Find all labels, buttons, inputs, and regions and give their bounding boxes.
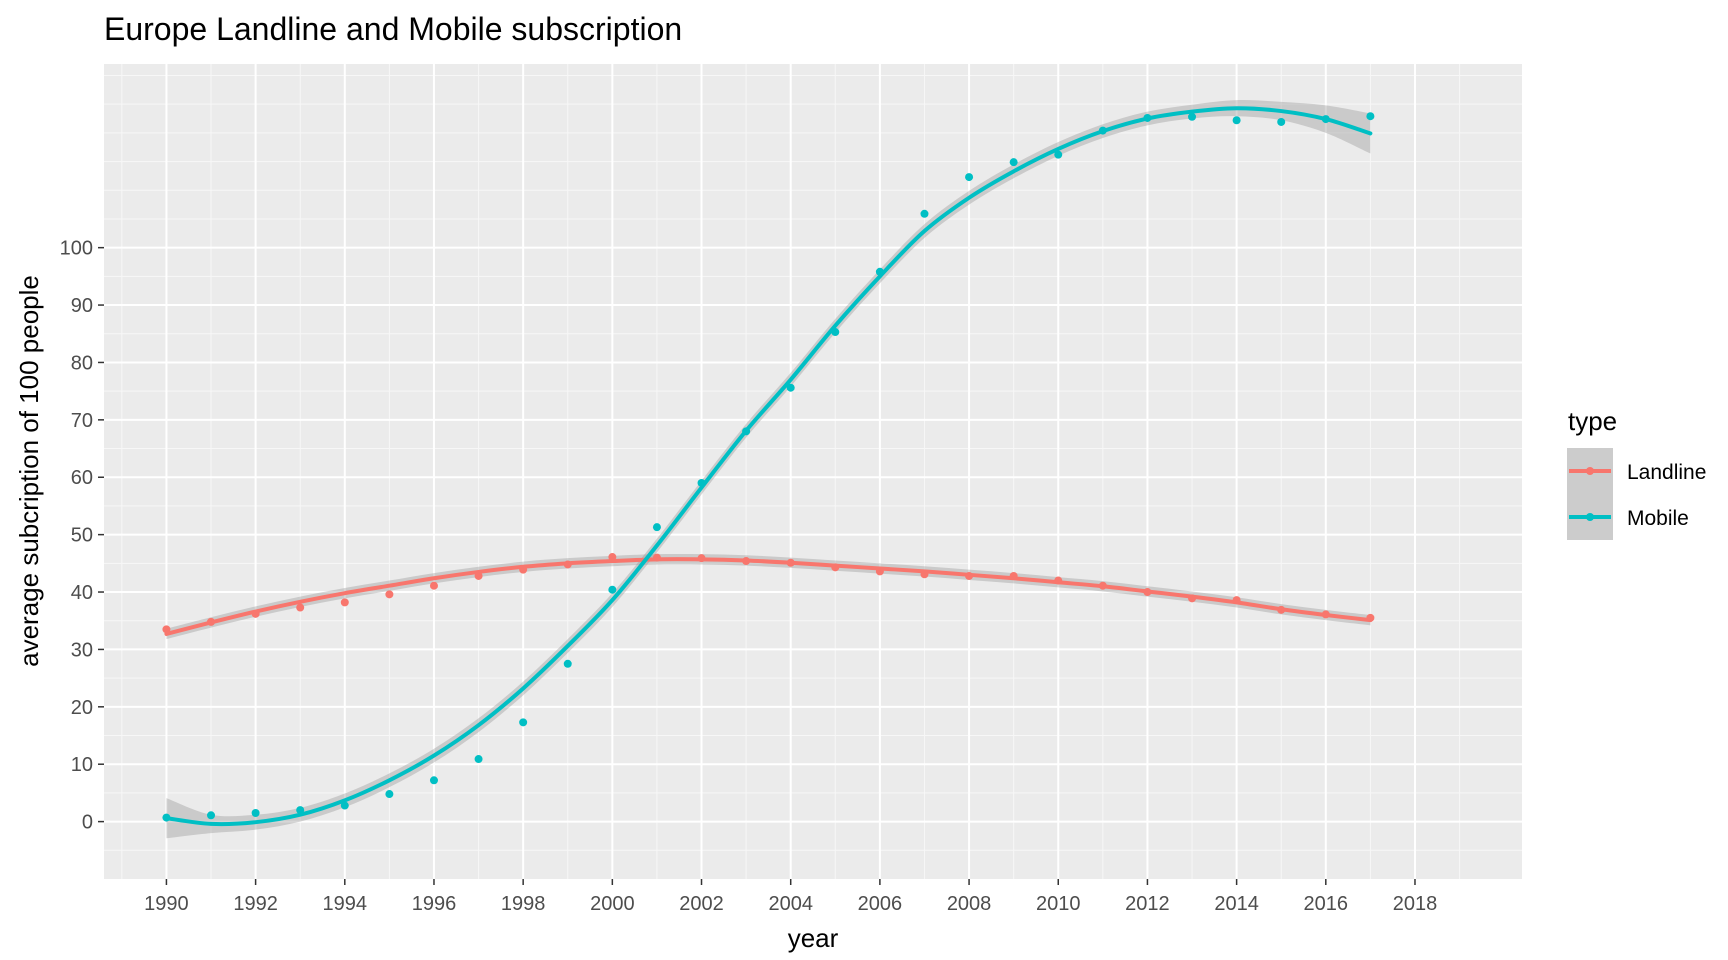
point-landline: [296, 603, 305, 612]
x-axis-title: year: [788, 923, 839, 953]
y-tick-label: 90: [71, 295, 93, 317]
x-tick-label: 2014: [1214, 893, 1259, 915]
x-tick-label: 2010: [1036, 893, 1081, 915]
point-mobile: [965, 173, 974, 182]
point-mobile: [652, 523, 661, 532]
x-tick-label: 2002: [679, 893, 724, 915]
point-landline: [429, 581, 438, 590]
legend-title: type: [1568, 406, 1617, 436]
x-tick-label: 2012: [1125, 893, 1170, 915]
x-tick-label: 2000: [590, 893, 635, 915]
point-mobile: [251, 808, 260, 817]
point-mobile: [1054, 150, 1063, 159]
point-landline: [340, 598, 349, 607]
point-landline: [385, 590, 394, 599]
point-mobile: [519, 718, 528, 727]
y-tick-label: 100: [60, 238, 93, 260]
point-landline: [162, 625, 171, 634]
legend-label-landline: Landline: [1627, 461, 1706, 484]
x-tick-label: 2018: [1393, 893, 1438, 915]
x-tick-label: 2016: [1304, 893, 1349, 915]
smooth-lines: [164, 106, 1373, 827]
chart-title: Europe Landline and Mobile subscription: [104, 11, 682, 47]
y-tick-label: 60: [71, 467, 93, 489]
y-tick-label: 30: [71, 639, 93, 661]
x-tick-label: 1996: [412, 893, 457, 915]
legend-key-mobile-point: [1586, 513, 1594, 521]
x-tick-label: 1992: [233, 893, 278, 915]
point-mobile: [385, 790, 394, 799]
x-tick-label: 2006: [858, 893, 903, 915]
x-tick-label: 1990: [144, 893, 189, 915]
point-mobile: [1232, 116, 1241, 125]
y-axis-title: average subcription of 100 people: [14, 275, 44, 667]
x-tick-label: 1994: [323, 893, 368, 915]
x-tick-label: 1998: [501, 893, 546, 915]
point-mobile: [207, 811, 216, 820]
point-mobile: [1188, 112, 1197, 121]
y-tick-label: 10: [71, 754, 93, 776]
smooth-line-landline: [164, 557, 1373, 636]
point-mobile: [1009, 158, 1018, 167]
point-mobile: [340, 801, 349, 810]
x-axis-ticks: 1990 1992 1994 1996 1998 2000 2002 2004 2006 2008…: [144, 879, 1437, 915]
point-mobile: [1277, 117, 1286, 126]
legend: type Landline Mobile: [1567, 406, 1706, 540]
smooth-line-mobile: [164, 106, 1373, 827]
point-mobile: [1366, 112, 1375, 121]
point-mobile: [786, 383, 795, 392]
legend-key-landline-point: [1586, 467, 1594, 475]
point-mobile: [608, 585, 617, 594]
y-axis-ticks: 0 10 20 30 40 50 60 70 80 90 100: [60, 238, 104, 834]
y-tick-label: 80: [71, 352, 93, 374]
point-mobile: [296, 806, 305, 815]
plot-panel: [104, 64, 1522, 879]
y-tick-label: 0: [82, 812, 93, 834]
x-tick-label: 2004: [768, 893, 813, 915]
point-mobile: [429, 776, 438, 785]
point-mobile: [563, 659, 572, 668]
point-mobile: [920, 209, 929, 218]
y-tick-label: 70: [71, 410, 93, 432]
grid-minor: [104, 64, 1522, 879]
y-tick-label: 40: [71, 582, 93, 604]
y-tick-label: 20: [71, 697, 93, 719]
point-mobile: [474, 755, 483, 764]
y-tick-label: 50: [71, 525, 93, 547]
x-tick-label: 2008: [947, 893, 992, 915]
legend-label-mobile: Mobile: [1627, 507, 1689, 530]
